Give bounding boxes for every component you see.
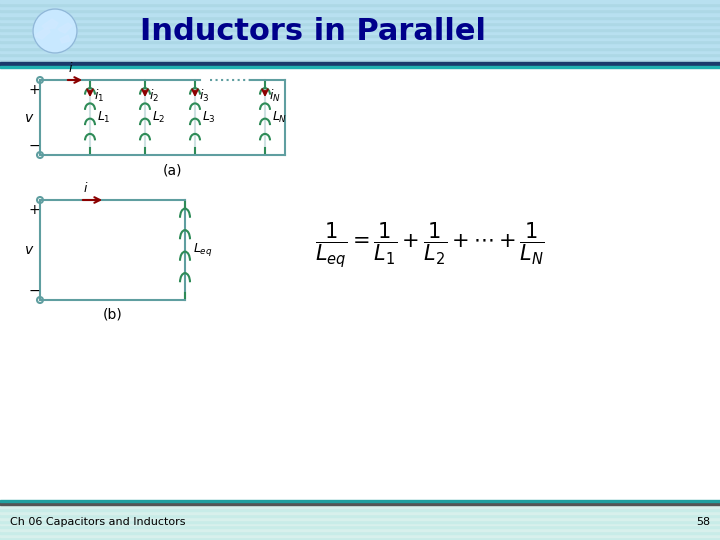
Text: Inductors in Parallel: Inductors in Parallel — [140, 17, 486, 45]
Bar — [0, 28, 720, 31]
Bar — [0, 514, 720, 517]
Circle shape — [33, 9, 77, 53]
Bar — [0, 46, 720, 50]
Text: $L_{eq}$: $L_{eq}$ — [193, 241, 212, 259]
Text: $v$: $v$ — [24, 243, 35, 257]
FancyBboxPatch shape — [0, 68, 720, 500]
Text: $i_3$: $i_3$ — [199, 88, 210, 104]
Bar — [0, 16, 720, 18]
Bar — [0, 12, 720, 16]
Text: $L_3$: $L_3$ — [202, 110, 216, 125]
Text: $+$: $+$ — [28, 203, 40, 217]
Bar — [0, 22, 720, 25]
Polygon shape — [58, 23, 72, 33]
Bar — [0, 9, 720, 12]
Bar — [0, 40, 720, 43]
Bar — [0, 31, 720, 34]
Bar — [0, 3, 720, 6]
Bar — [0, 53, 720, 56]
Text: Ch 06 Capacitors and Inductors: Ch 06 Capacitors and Inductors — [10, 517, 186, 527]
Bar — [0, 523, 720, 525]
Text: $-$: $-$ — [28, 138, 40, 152]
Text: $i_1$: $i_1$ — [94, 88, 104, 104]
Bar — [0, 43, 720, 46]
Text: $v$: $v$ — [24, 111, 35, 125]
Bar — [0, 531, 720, 534]
Text: $\dfrac{1}{L_{eq}} = \dfrac{1}{L_1} + \dfrac{1}{L_2} + \cdots + \dfrac{1}{L_N}$: $\dfrac{1}{L_{eq}} = \dfrac{1}{L_1} + \d… — [315, 220, 545, 269]
Text: (b): (b) — [103, 307, 122, 321]
Polygon shape — [42, 19, 58, 29]
Bar — [0, 508, 720, 511]
Text: $i_2$: $i_2$ — [149, 88, 159, 104]
FancyBboxPatch shape — [0, 0, 720, 62]
Text: $L_1$: $L_1$ — [97, 110, 111, 125]
Bar — [0, 525, 720, 528]
Bar — [0, 62, 720, 66]
Bar — [0, 0, 720, 3]
Bar — [0, 502, 720, 505]
Bar — [0, 519, 720, 523]
Text: $i$: $i$ — [68, 61, 73, 75]
Bar — [0, 6, 720, 9]
Polygon shape — [35, 27, 50, 39]
Bar — [0, 534, 720, 537]
Bar — [0, 505, 720, 508]
Bar — [0, 56, 720, 59]
Bar — [0, 511, 720, 514]
Bar — [0, 528, 720, 531]
Bar — [0, 517, 720, 519]
Bar — [0, 500, 720, 502]
Bar — [0, 18, 720, 22]
Text: $i_N$: $i_N$ — [269, 88, 281, 104]
Text: 58: 58 — [696, 517, 710, 527]
Bar — [0, 50, 720, 53]
Text: $i$: $i$ — [83, 181, 89, 195]
Text: $-$: $-$ — [28, 283, 40, 297]
Bar — [0, 59, 720, 62]
Bar — [0, 537, 720, 540]
Polygon shape — [60, 35, 70, 43]
Text: $L_2$: $L_2$ — [152, 110, 166, 125]
Bar — [0, 66, 720, 68]
Bar — [0, 34, 720, 37]
Text: (a): (a) — [163, 164, 182, 178]
Text: $+$: $+$ — [28, 83, 40, 97]
Text: $L_N$: $L_N$ — [272, 110, 287, 125]
Bar — [0, 37, 720, 40]
Bar — [0, 25, 720, 28]
